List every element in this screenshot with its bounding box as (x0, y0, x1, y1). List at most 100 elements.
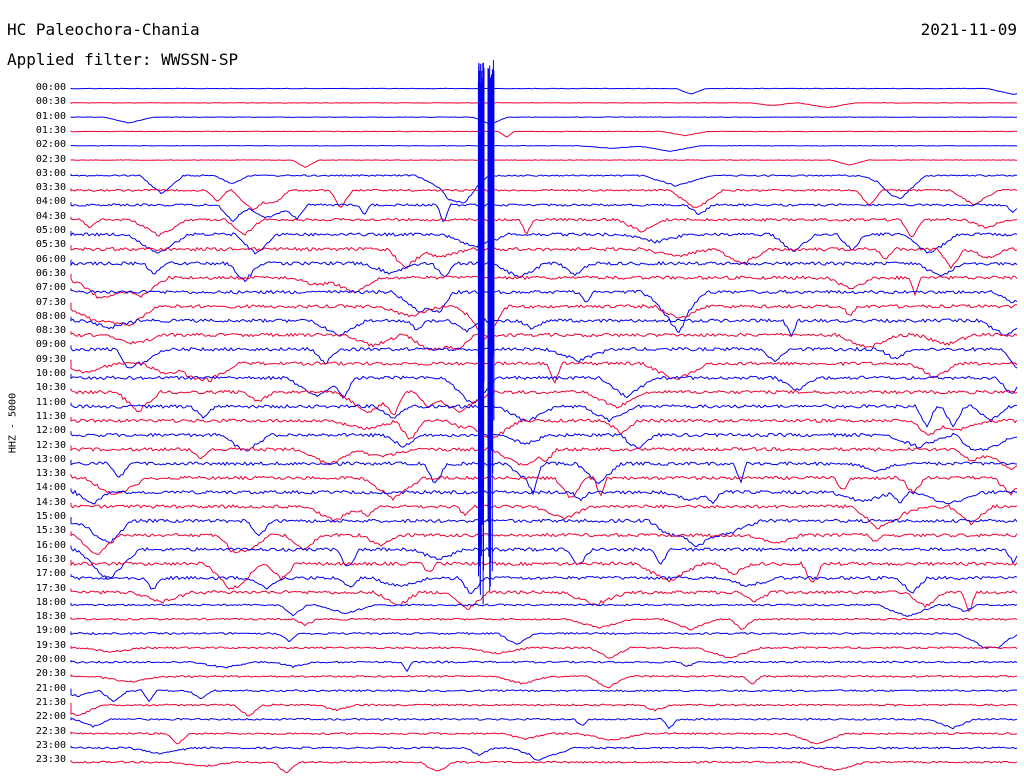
seismic-trace (70, 288, 1018, 334)
seismic-trace (70, 216, 1018, 238)
time-label: 03:00 (35, 167, 66, 179)
seismic-trace (70, 645, 1018, 659)
seismic-trace (70, 431, 1018, 452)
seismic-trace (70, 760, 1018, 774)
time-label: 05:00 (35, 225, 66, 236)
seismic-trace (70, 102, 1018, 109)
seismic-trace (70, 617, 1018, 631)
seismic-trace (70, 588, 1018, 613)
time-label: 23:00 (35, 739, 66, 751)
time-label: 10:30 (35, 382, 66, 394)
time-label: 20:30 (35, 668, 66, 680)
seismic-trace (70, 188, 1018, 211)
seismic-trace (70, 202, 1018, 223)
time-label: 13:30 (35, 468, 66, 480)
time-label: 19:00 (35, 625, 66, 637)
time-label: 20:00 (35, 654, 66, 665)
seismic-trace (70, 359, 1018, 384)
seismic-trace (70, 731, 1018, 745)
time-label: 08:00 (35, 310, 66, 322)
seismic-trace (70, 660, 1018, 673)
time-label: 07:30 (35, 296, 66, 308)
time-label: 14:30 (35, 496, 66, 508)
time-label: 03:30 (35, 182, 66, 194)
time-label: 18:30 (35, 611, 66, 623)
time-label: 02:30 (35, 153, 66, 165)
seismic-trace (70, 402, 1017, 428)
seismic-trace (70, 130, 1018, 138)
seismic-trace (70, 574, 1018, 595)
seismic-trace (70, 474, 1018, 501)
time-label: 01:00 (35, 110, 66, 122)
seismic-trace (70, 745, 1018, 761)
seismic-trace (70, 316, 1018, 338)
time-label: 21:30 (35, 696, 66, 708)
filter-label: Applied filter: WWSSN-SP (7, 50, 239, 69)
time-label: 16:30 (35, 553, 66, 565)
seismic-trace (70, 144, 1018, 152)
time-label: 22:30 (35, 725, 66, 737)
time-label: 11:00 (35, 396, 66, 408)
time-label: 11:30 (35, 410, 66, 422)
time-label: 04:00 (35, 196, 66, 208)
seismic-trace (70, 245, 1018, 270)
seismic-trace (70, 388, 1018, 416)
seismic-trace (70, 116, 1018, 125)
seismic-trace (70, 374, 1018, 405)
time-label: 15:30 (35, 525, 66, 537)
time-label: 18:00 (35, 596, 66, 608)
time-label: 09:30 (35, 353, 66, 365)
time-label: 08:30 (35, 325, 66, 337)
time-label: 09:00 (35, 339, 66, 351)
seismic-trace (70, 488, 1018, 505)
time-label: 15:00 (35, 511, 66, 522)
time-axis-labels: 00:00 00:30 01:00 01:30 02:00 02:30 03:00 03:30… (0, 0, 66, 780)
seismic-trace (70, 545, 1018, 580)
seismic-trace (70, 517, 1018, 547)
seismic-trace (70, 502, 1018, 530)
time-label: 10:00 (35, 368, 66, 379)
seismic-trace (70, 416, 1018, 440)
time-label: 22:00 (35, 711, 66, 723)
time-label: 16:00 (35, 539, 66, 551)
seismic-trace (70, 173, 1018, 204)
seismic-trace (70, 702, 1018, 717)
seismic-trace (70, 87, 1018, 95)
time-label: 12:30 (35, 439, 66, 451)
time-label: 04:30 (35, 210, 66, 222)
time-label: 14:00 (35, 482, 66, 494)
seismic-trace (70, 602, 1018, 617)
time-label: 12:00 (35, 425, 66, 437)
time-label: 07:00 (35, 282, 66, 294)
seismic-trace (70, 445, 1018, 470)
time-label: 02:00 (35, 139, 66, 151)
time-label: 05:30 (35, 239, 66, 251)
time-label: 06:30 (35, 267, 66, 279)
seismic-trace (70, 559, 1018, 590)
seismic-trace (70, 531, 1018, 555)
time-label: 21:00 (35, 682, 66, 694)
seismic-trace (70, 273, 1018, 299)
seismic-trace (70, 345, 1018, 369)
recording-date: 2021-11-09 (920, 20, 1017, 39)
time-label: 19:30 (35, 639, 66, 651)
time-label: 01:30 (35, 124, 66, 136)
seismic-trace (70, 459, 1018, 496)
time-label: 06:00 (35, 253, 66, 265)
time-label: 00:30 (35, 96, 66, 108)
time-label: 23:30 (35, 754, 66, 766)
seismic-trace (70, 331, 1018, 351)
seismic-event-spike (477, 60, 495, 605)
seismic-trace (70, 259, 1018, 283)
time-label: 17:30 (35, 582, 66, 594)
time-label: 17:00 (35, 568, 66, 580)
seismic-trace (70, 688, 1018, 703)
seismic-trace (70, 302, 1018, 341)
seismic-trace (70, 631, 1018, 649)
seismic-trace (70, 674, 1017, 689)
station-title: HC Paleochora-Chania (7, 20, 200, 39)
seismic-trace (70, 717, 1018, 730)
time-label: 13:00 (35, 453, 66, 465)
seismic-trace (70, 159, 1018, 168)
